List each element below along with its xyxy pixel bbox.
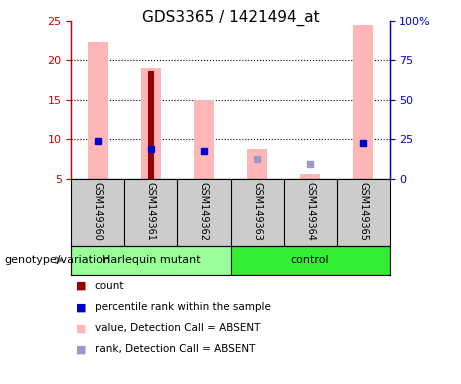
Bar bbox=[247, 149, 267, 179]
Bar bbox=[300, 174, 320, 179]
Text: value, Detection Call = ABSENT: value, Detection Call = ABSENT bbox=[95, 323, 260, 333]
Text: GSM149365: GSM149365 bbox=[358, 182, 368, 241]
Bar bbox=[353, 25, 373, 179]
Text: rank, Detection Call = ABSENT: rank, Detection Call = ABSENT bbox=[95, 344, 255, 354]
Bar bbox=[148, 71, 154, 179]
Text: ■: ■ bbox=[76, 323, 87, 333]
Bar bbox=[194, 100, 214, 179]
Text: GSM149363: GSM149363 bbox=[252, 182, 262, 241]
Text: GSM149364: GSM149364 bbox=[305, 182, 315, 241]
Text: genotype/variation: genotype/variation bbox=[5, 255, 111, 265]
Bar bbox=[71, 246, 230, 275]
Text: control: control bbox=[291, 255, 329, 265]
Bar bbox=[230, 246, 390, 275]
Bar bbox=[88, 42, 108, 179]
Text: GSM149362: GSM149362 bbox=[199, 182, 209, 241]
Text: percentile rank within the sample: percentile rank within the sample bbox=[95, 302, 271, 312]
Bar bbox=[141, 68, 161, 179]
Text: GSM149361: GSM149361 bbox=[146, 182, 156, 241]
Text: ■: ■ bbox=[76, 302, 87, 312]
Text: GSM149360: GSM149360 bbox=[93, 182, 103, 241]
Text: count: count bbox=[95, 281, 124, 291]
Text: GDS3365 / 1421494_at: GDS3365 / 1421494_at bbox=[142, 10, 319, 26]
Text: ■: ■ bbox=[76, 281, 87, 291]
Text: Harlequin mutant: Harlequin mutant bbox=[102, 255, 200, 265]
Text: ■: ■ bbox=[76, 344, 87, 354]
